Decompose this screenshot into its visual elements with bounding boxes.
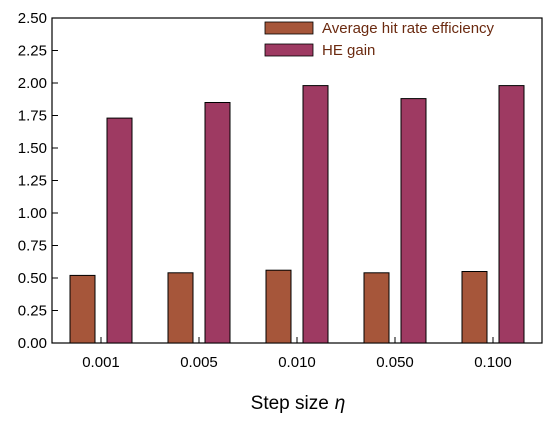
legend-swatch-1 [264,43,314,57]
y-tick-label: 0.25 [18,303,47,320]
y-axis: 0.00 0.25 0.50 0.75 1.00 1.25 1.50 1.75 2.00 2.25… [18,10,58,352]
x-axis: 0.001 0.005 0.010 0.050 0.100 [82,337,512,371]
x-tick-label: 0.005 [180,354,218,371]
bar-average-hit-rate-efficiency [363,272,390,344]
y-tick-label: 1.25 [18,173,47,190]
bar-average-hit-rate-efficiency [69,274,96,344]
y-tick-label: 0.75 [18,238,47,255]
bar-he-gain [302,85,329,344]
legend-label-1: HE gain [322,42,375,59]
y-tick-label: 0.00 [18,335,47,352]
y-tick-label: 2.25 [18,43,47,60]
bar-he-gain [204,102,231,344]
bar-series-group [69,85,525,344]
bar-he-gain [400,98,427,344]
y-tick-label: 1.50 [18,140,47,157]
x-axis-title-text: Step size [251,393,329,414]
legend: Average hit rate efficiency HE gain [264,20,495,59]
bar-he-gain [106,117,133,344]
legend-label-0: Average hit rate efficiency [322,20,495,37]
bar-he-gain [498,85,525,344]
y-tick-label: 1.75 [18,108,47,125]
x-tick-label: 0.001 [82,354,120,371]
y-tick-label: 2.00 [18,75,47,92]
y-tick-label: 1.00 [18,205,47,222]
y-tick-label: 0.50 [18,270,47,287]
bar-average-hit-rate-efficiency [167,272,194,344]
x-axis-title: Step size η [251,393,346,414]
x-tick-label: 0.050 [376,354,414,371]
y-tick-label: 2.50 [18,10,47,27]
x-axis-title-symbol: η [335,393,346,414]
x-tick-label: 0.010 [278,354,316,371]
bar-average-hit-rate-efficiency [265,269,292,344]
legend-swatch-0 [264,21,314,35]
bar-average-hit-rate-efficiency [461,271,488,344]
x-tick-label: 0.100 [474,354,512,371]
